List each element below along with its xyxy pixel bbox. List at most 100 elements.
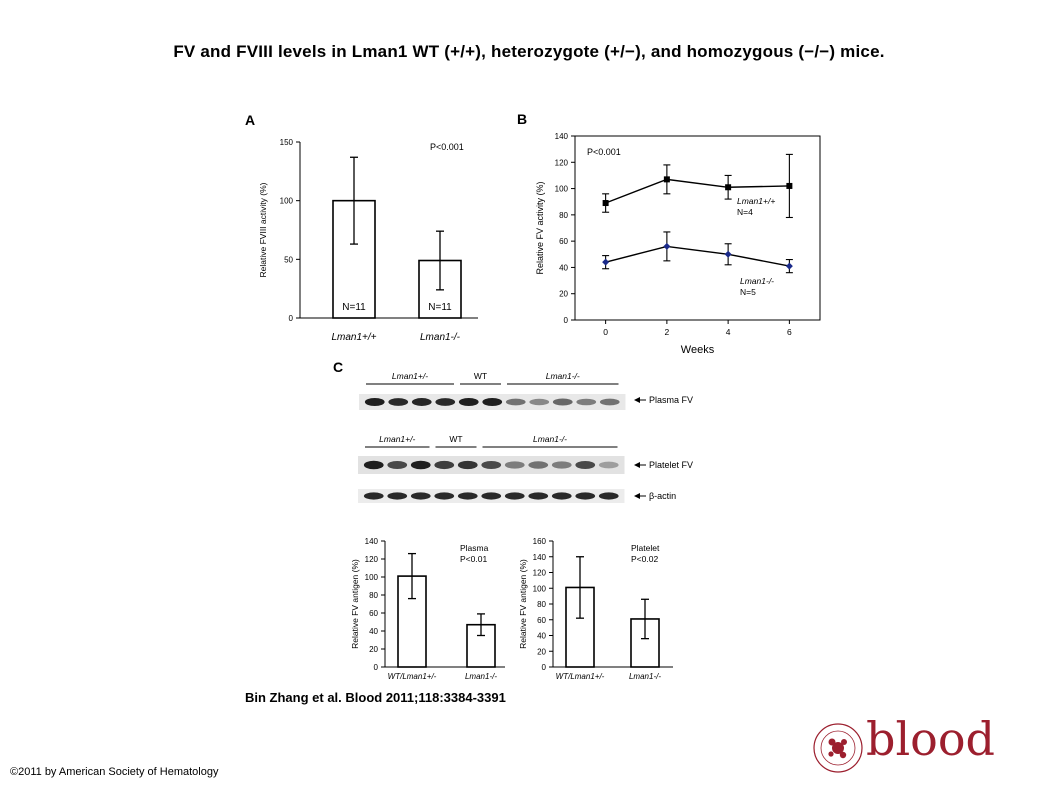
copyright-notice: ©2011 by American Society of Hematology [10, 766, 219, 778]
lane-group-label: Lman1-/- [533, 434, 567, 444]
plot-frame [574, 135, 821, 321]
blot-band [481, 460, 502, 470]
blot-band [528, 461, 549, 469]
annotation: Platelet [631, 543, 660, 553]
y-tick-label: 60 [369, 609, 378, 618]
blot-band [364, 398, 385, 406]
series-line [605, 245, 790, 267]
arrow-icon [634, 462, 640, 468]
lane-group-label: WT [449, 434, 462, 444]
y-tick-label: 120 [555, 158, 569, 167]
blot-band [387, 460, 408, 470]
series-label: Lman1-/- [740, 276, 774, 286]
panel-letter: A [245, 112, 255, 128]
blot-row-label: β-actin [649, 491, 676, 501]
y-tick-label: 40 [537, 632, 546, 641]
x-tick-label: 2 [665, 327, 670, 337]
blot-band [505, 398, 526, 406]
ash-seal-icon [813, 723, 863, 773]
blot-band [458, 398, 479, 406]
blot-band [434, 460, 455, 470]
blot-band [598, 461, 619, 469]
annotation: P<0.001 [587, 147, 621, 157]
y-tick-label: 20 [559, 290, 568, 299]
y-tick-label: 100 [533, 584, 547, 593]
y-tick-label: 20 [369, 645, 378, 654]
blot-band [388, 398, 409, 406]
y-tick-label: 40 [559, 263, 568, 272]
x-tick-label: 6 [787, 327, 792, 337]
blot-band [599, 398, 620, 406]
x-tick-label: Lman1-/- [629, 672, 661, 681]
annotation: P<0.001 [430, 142, 464, 152]
y-tick-label: 160 [533, 537, 547, 546]
bar-label: N=11 [428, 302, 452, 313]
y-axis-label: Relative FV antigen (%) [350, 559, 360, 649]
y-tick-label: 140 [533, 553, 547, 562]
y-tick-label: 0 [374, 663, 379, 672]
y-tick-label: 80 [559, 211, 568, 220]
blot-band [528, 492, 549, 500]
data-point [663, 242, 671, 250]
blot-band [410, 492, 431, 500]
y-axis-label: Relative FVIII activity (%) [258, 182, 268, 277]
data-point [663, 176, 670, 183]
data-point [785, 262, 793, 270]
blot-band [435, 398, 456, 406]
arrow-icon [634, 397, 640, 403]
y-tick-label: 140 [365, 537, 379, 546]
series-n-label: N=5 [740, 287, 756, 297]
data-point [725, 184, 732, 191]
y-tick-label: 20 [537, 647, 546, 656]
blot-band [434, 492, 455, 500]
y-axis-label: Relative FV antigen (%) [518, 559, 528, 649]
blot-band [529, 398, 550, 406]
blot-row-label: Plasma FV [649, 395, 693, 405]
lane-group-label: Lman1+/- [379, 434, 415, 444]
blot-row-label: Platelet FV [649, 460, 693, 470]
series-label: Lman1+/+ [737, 196, 775, 206]
y-tick-label: 120 [365, 555, 379, 564]
y-tick-label: 0 [289, 314, 294, 323]
blood-logo: blood [810, 712, 1010, 778]
y-tick-label: 150 [280, 138, 294, 147]
x-tick-label: Lman1+/+ [331, 332, 376, 343]
y-tick-label: 140 [555, 132, 569, 141]
y-tick-label: 40 [369, 627, 378, 636]
annotation: P<0.01 [460, 554, 487, 564]
data-point [602, 200, 609, 207]
x-tick-label: Lman1-/- [465, 672, 497, 681]
lane-group-label: Lman1-/- [546, 371, 580, 381]
y-tick-label: 100 [365, 573, 379, 582]
y-tick-label: 100 [280, 197, 294, 206]
panel-letter: B [517, 111, 527, 127]
blot-band [387, 492, 408, 500]
y-tick-label: 50 [284, 255, 293, 264]
blot-band [576, 398, 597, 406]
blot-band [551, 492, 572, 500]
figure-title: FV and FVIII levels in Lman1 WT (+/+), h… [173, 42, 885, 61]
lane-group-label: Lman1+/- [392, 371, 428, 381]
blot-band [552, 398, 573, 406]
blot-band [482, 398, 503, 406]
x-tick-label: 4 [726, 327, 731, 337]
series-n-label: N=4 [737, 207, 753, 217]
blot-band [551, 461, 572, 469]
annotation: P<0.02 [631, 554, 658, 564]
y-tick-label: 60 [559, 237, 568, 246]
blot-band [457, 492, 478, 500]
blot-band [363, 460, 384, 470]
data-point [786, 182, 793, 189]
x-tick-label: Lman1-/- [420, 332, 461, 343]
bar-label: N=11 [342, 302, 366, 313]
x-tick-label: WT/Lman1+/- [556, 672, 605, 681]
blot-band [598, 492, 619, 500]
blot-band [575, 460, 596, 470]
y-tick-label: 80 [369, 591, 378, 600]
y-tick-label: 80 [537, 600, 546, 609]
x-axis-label: Weeks [681, 344, 715, 356]
blot-band [504, 461, 525, 469]
blot-band [410, 460, 431, 470]
blood-wordmark: blood [866, 712, 995, 766]
